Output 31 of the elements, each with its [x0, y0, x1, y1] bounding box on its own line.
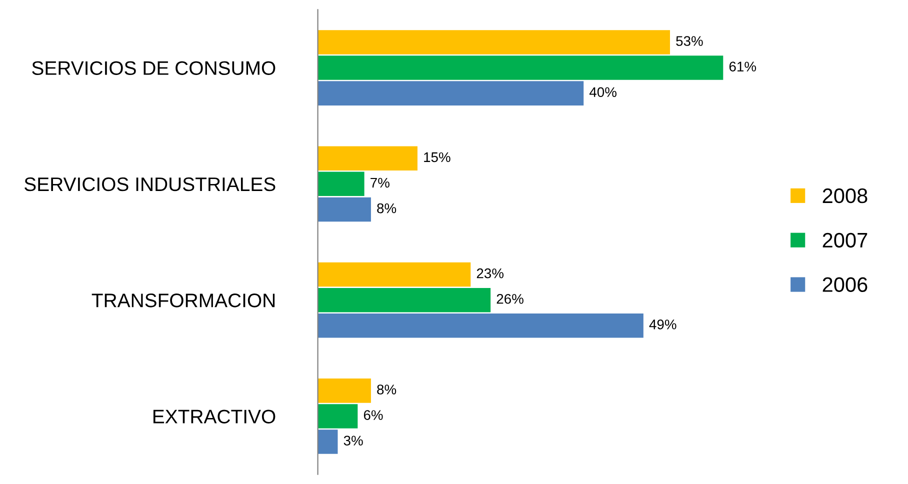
bar	[318, 146, 418, 171]
bar	[318, 197, 371, 222]
y-tick-label: TRANSFORMACION	[92, 294, 275, 308]
y-tick-label: SERVICIOS INDUSTRIALES	[24, 177, 276, 192]
data-label: 61%	[729, 62, 756, 72]
legend-label: 2008	[822, 188, 868, 204]
bar	[318, 56, 724, 80]
data-label: 3%	[344, 436, 363, 446]
bar	[318, 313, 644, 338]
bar	[318, 378, 371, 403]
data-label: 26%	[496, 294, 524, 304]
data-label: 8%	[377, 203, 396, 214]
bar	[318, 172, 364, 196]
bar	[318, 430, 338, 454]
legend-label: 2006	[822, 277, 868, 292]
legend-label: 2007	[822, 232, 868, 248]
bar	[318, 30, 670, 54]
bar	[318, 262, 471, 287]
data-label: 23%	[476, 268, 504, 278]
bar	[318, 288, 491, 312]
data-label: 7%	[370, 178, 390, 188]
bar	[318, 404, 358, 428]
data-label: 53%	[676, 36, 703, 46]
y-tick-label: EXTRACTIVO	[153, 410, 276, 424]
y-tick-label: SERVICIOS DE CONSUMO	[32, 61, 276, 75]
data-label: 40%	[589, 87, 616, 98]
data-label: 6%	[364, 410, 383, 420]
bar	[318, 81, 584, 106]
data-label: 49%	[649, 320, 676, 330]
data-label: 15%	[424, 152, 450, 162]
data-label: 8%	[377, 384, 396, 394]
